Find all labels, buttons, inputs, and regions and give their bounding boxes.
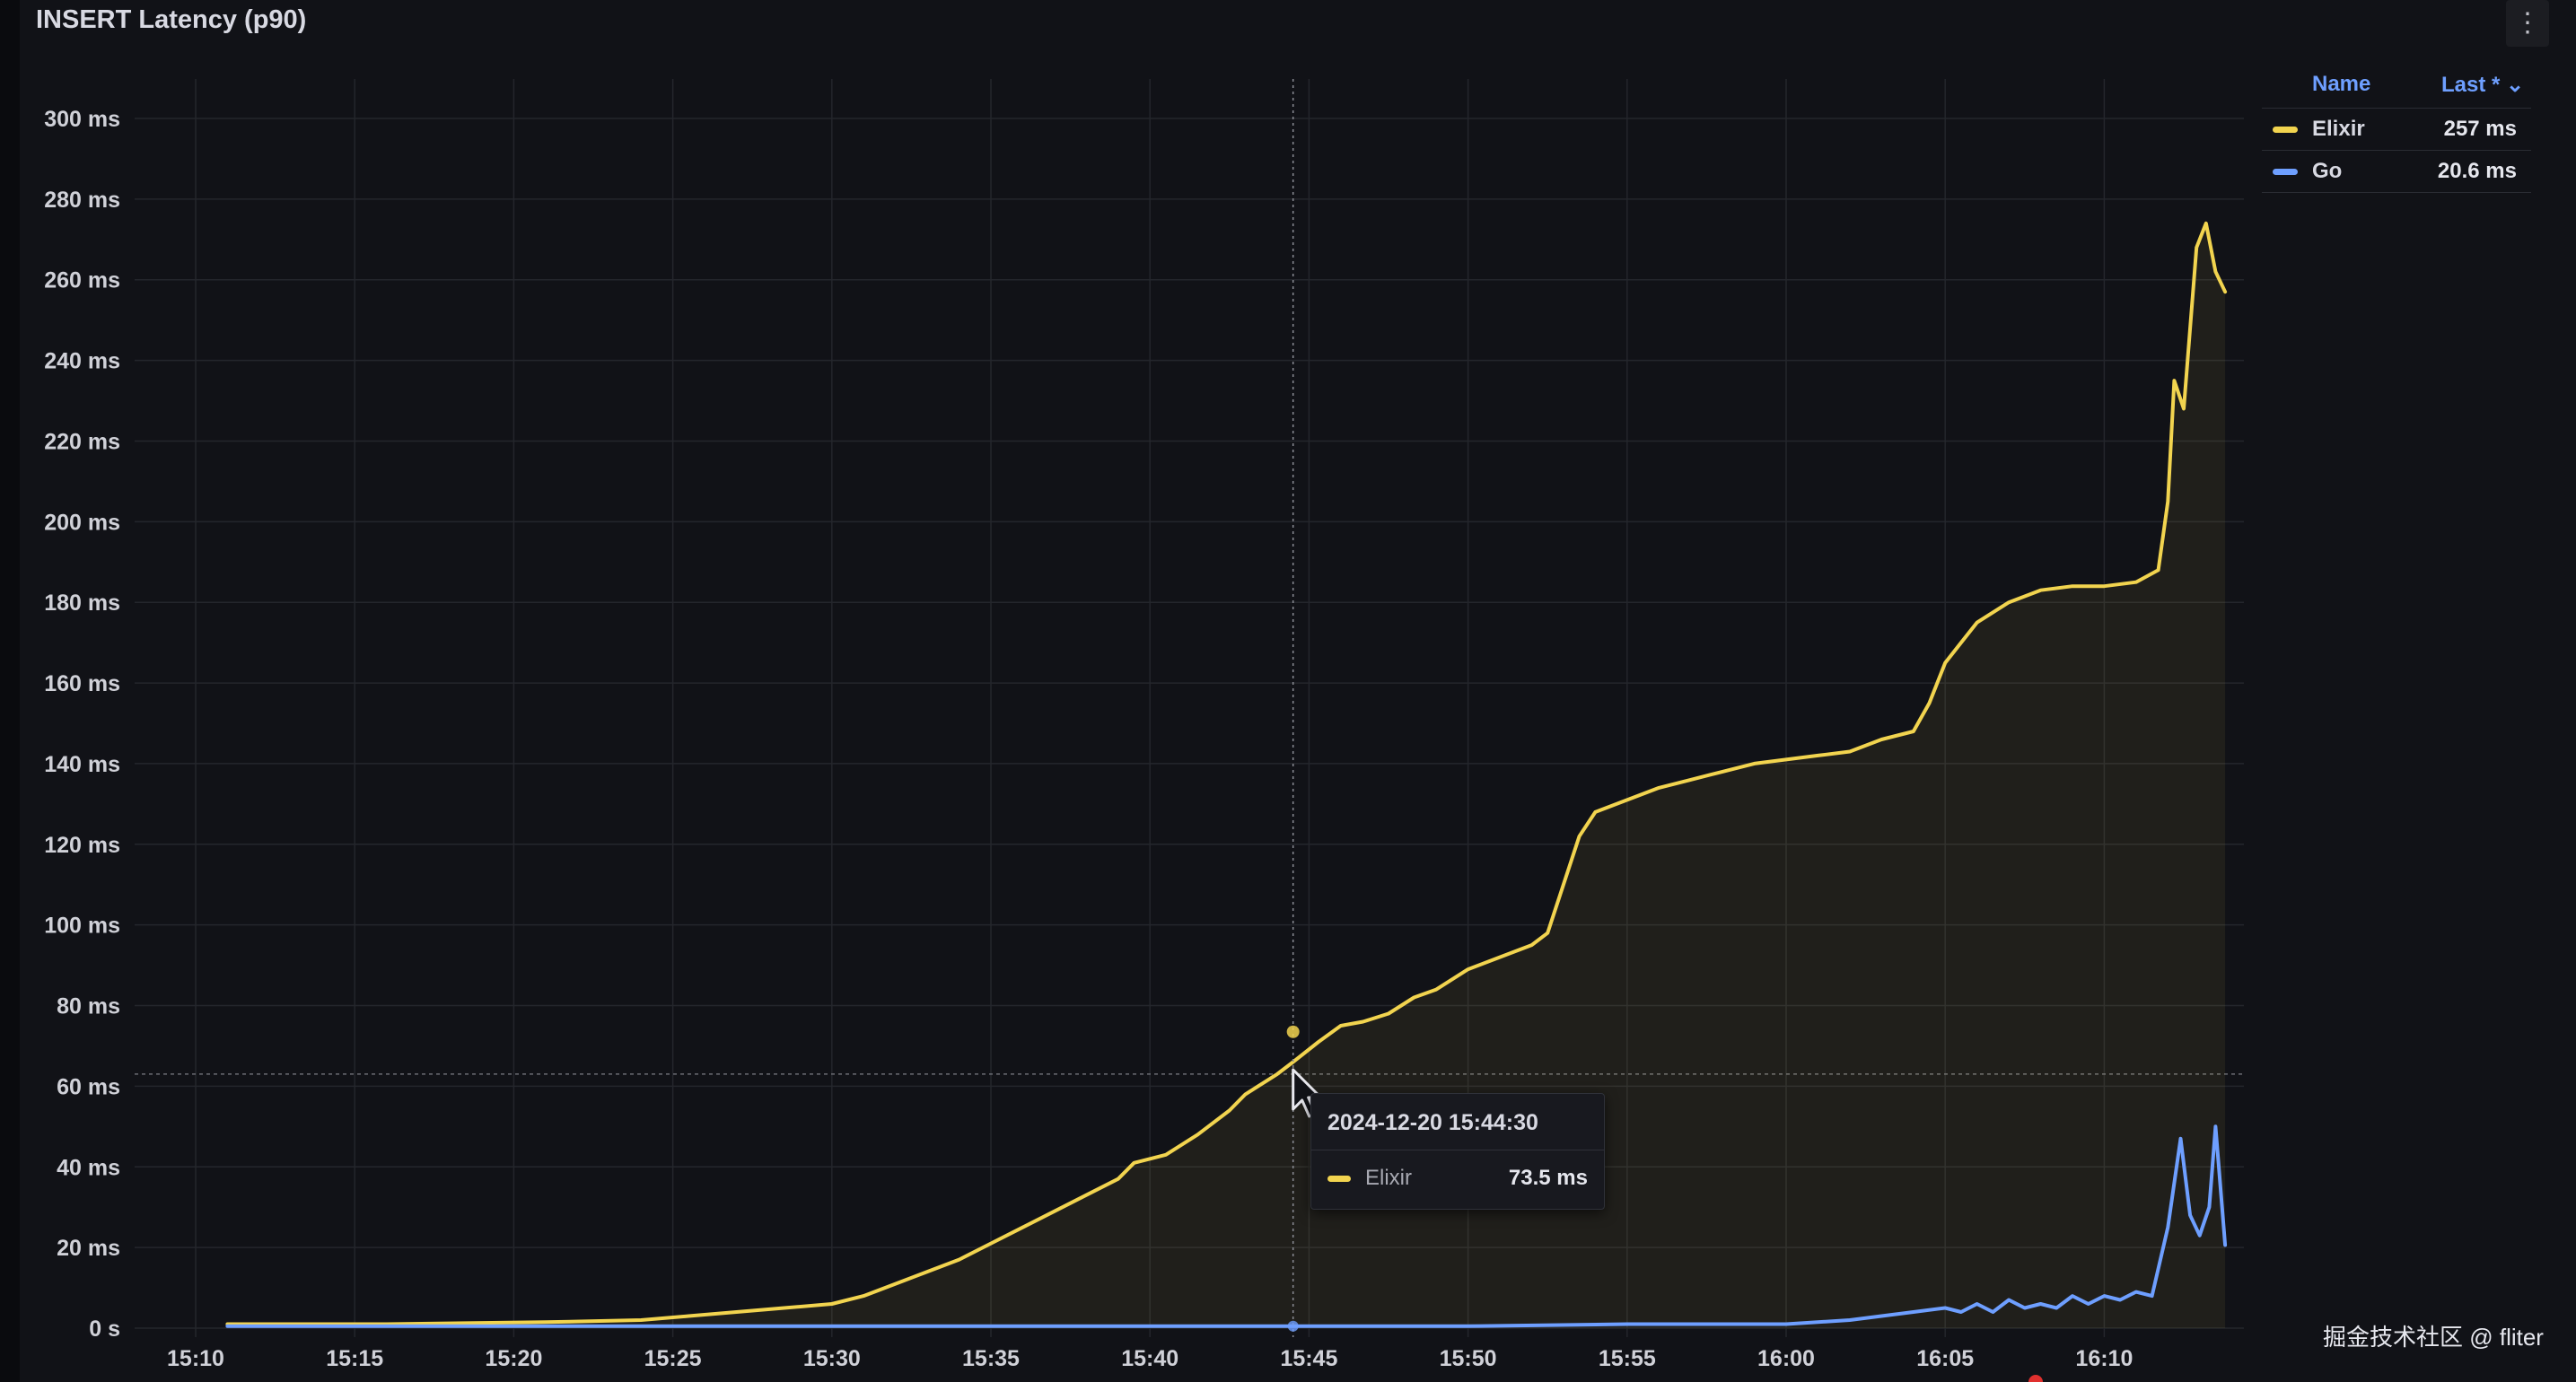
legend-item-elixir[interactable]: Elixir 257 ms — [2262, 109, 2531, 151]
legend-swatch — [2273, 168, 2298, 175]
y-tick-label: 140 ms — [44, 752, 120, 777]
series-line-go — [225, 1124, 2228, 1328]
x-tick-label: 16:00 — [1757, 1346, 1815, 1371]
y-tick-label: 40 ms — [57, 1155, 120, 1180]
x-tick-label: 15:55 — [1599, 1346, 1656, 1371]
y-tick-label: 220 ms — [44, 429, 120, 454]
x-tick-label: 16:05 — [1916, 1346, 1974, 1371]
chart-panel — [20, 0, 2576, 1382]
tooltip-time: 2024-12-20 15:44:30 — [1327, 1110, 1538, 1135]
y-tick-label: 20 ms — [57, 1236, 120, 1261]
hover-point-go — [1287, 1320, 1299, 1332]
watermark: 掘金技术社区 @ fliter — [2323, 1324, 2544, 1351]
y-tick-label: 160 ms — [44, 671, 120, 696]
chart-grid — [135, 79, 2244, 1337]
y-tick-label: 180 ms — [44, 590, 120, 616]
chart-tooltip: 2024-12-20 15:44:30 Elixir 73.5 ms — [1310, 1093, 1605, 1210]
chart-series — [225, 221, 2228, 1328]
y-tick-label: 280 ms — [44, 188, 120, 213]
left-edge — [0, 0, 20, 1382]
legend-item-go[interactable]: Go 20.6 ms — [2262, 151, 2531, 193]
y-tick-label: 300 ms — [44, 107, 120, 132]
y-tick-label: 100 ms — [44, 914, 120, 939]
panel-menu-button[interactable]: ⋮ — [2506, 0, 2549, 47]
y-tick-label: 60 ms — [57, 1074, 120, 1099]
chart-overlay — [1286, 79, 1323, 1337]
x-tick-label: 15:15 — [326, 1346, 383, 1371]
legend-last-header[interactable]: Last * ⌄ — [2441, 72, 2525, 97]
legend-header: Name Last * ⌄ — [2262, 61, 2531, 109]
x-tick-label: 15:30 — [803, 1346, 861, 1371]
x-tick-label: 15:25 — [644, 1346, 702, 1371]
legend-item-last: 20.6 ms — [2437, 159, 2517, 183]
series-area-elixir — [227, 223, 2226, 1328]
vertical-dots-icon: ⋮ — [2514, 8, 2541, 38]
red-indicator — [2028, 1375, 2043, 1382]
x-tick-label: 16:10 — [2075, 1346, 2133, 1371]
x-tick-label: 15:10 — [167, 1346, 224, 1371]
tooltip-series-name: Elixir — [1365, 1166, 1412, 1190]
legend-swatch — [2273, 126, 2298, 133]
x-tick-label: 15:35 — [962, 1346, 1020, 1371]
tooltip-swatch — [1327, 1176, 1351, 1182]
y-tick-label: 0 s — [89, 1316, 120, 1342]
y-axis: 0 s 20 ms 40 ms 60 ms 80 ms 100 ms 120 ms 140 m… — [44, 107, 120, 1342]
y-tick-label: 240 ms — [44, 349, 120, 374]
x-tick-label: 15:45 — [1280, 1346, 1337, 1371]
legend-item-last: 257 ms — [2443, 117, 2517, 141]
series-line-elixir — [225, 221, 2228, 1326]
y-tick-label: 80 ms — [57, 994, 120, 1019]
hover-point-elixir — [1286, 1025, 1300, 1038]
legend-name-header[interactable]: Name — [2312, 72, 2371, 96]
x-tick-label: 15:40 — [1121, 1346, 1178, 1371]
chart-legend: Name Last * ⌄ Elixir 257 ms Go 20.6 ms — [2262, 61, 2531, 193]
tooltip-value: 73.5 ms — [1508, 1166, 1588, 1190]
legend-item-name: Go — [2312, 159, 2343, 183]
y-tick-label: 120 ms — [44, 833, 120, 858]
x-tick-label: 15:50 — [1440, 1346, 1497, 1371]
legend-item-name: Elixir — [2312, 117, 2365, 141]
panel-title: INSERT Latency (p90) — [36, 5, 307, 34]
x-axis: 15:10 15:15 15:20 15:25 15:30 15:35 15:40 15:45… — [167, 1346, 2133, 1371]
y-tick-label: 260 ms — [44, 268, 120, 293]
y-tick-label: 200 ms — [44, 510, 120, 535]
x-tick-label: 15:20 — [485, 1346, 542, 1371]
